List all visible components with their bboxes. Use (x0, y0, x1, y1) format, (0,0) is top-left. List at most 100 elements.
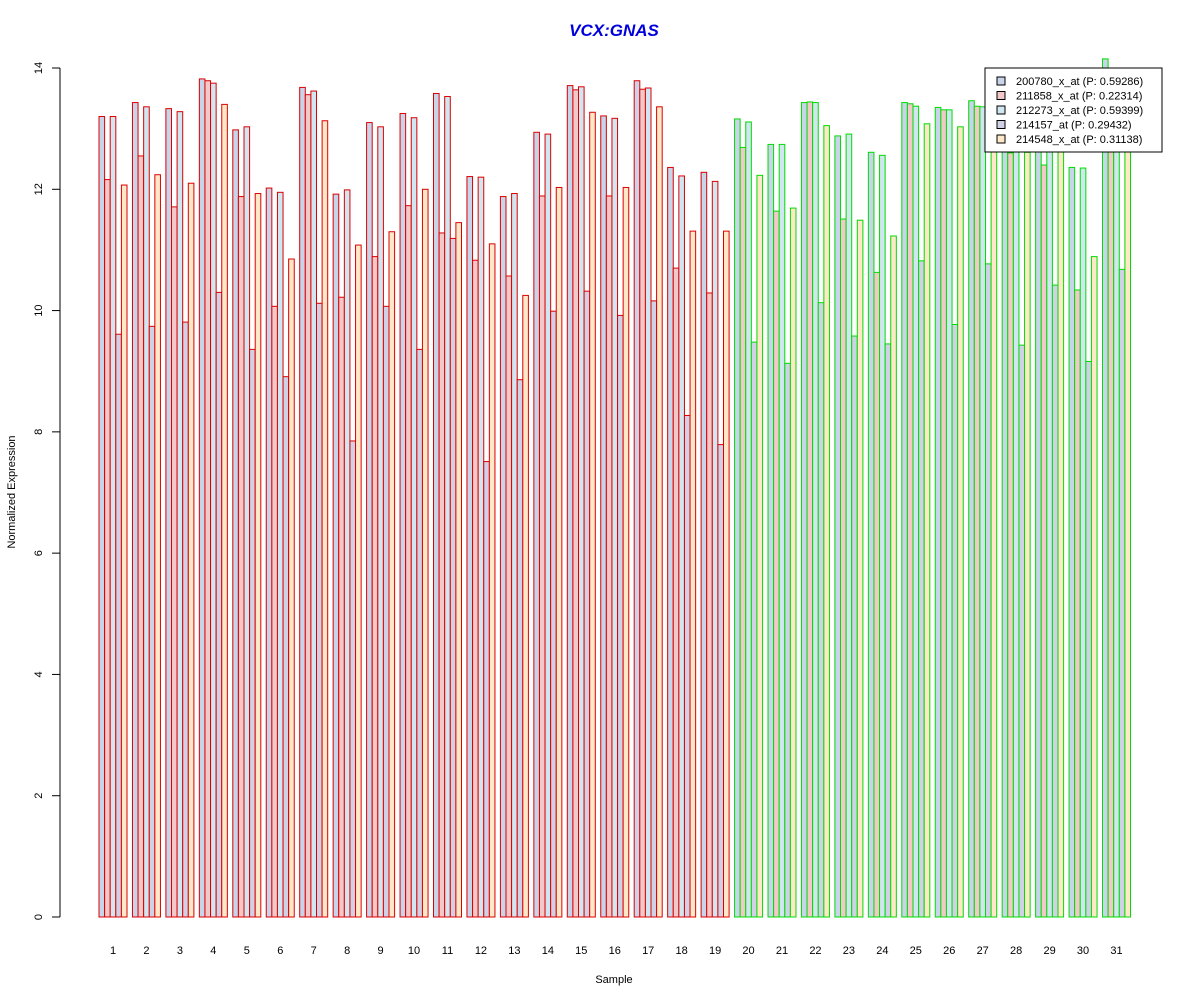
bar-sample-27-series-5 (990, 137, 998, 918)
x-tick-label: 17 (642, 945, 654, 957)
bar-sample-4-series-1 (198, 78, 206, 918)
bar-sample-24-series-3 (879, 154, 886, 918)
bar-sample-8-series-1 (332, 193, 340, 918)
legend-swatch (996, 120, 1006, 129)
x-tick-label: 28 (1010, 945, 1022, 957)
bar-sample-31-series-5 (1124, 151, 1132, 918)
bar-sample-30-series-2 (1074, 289, 1081, 918)
bar-sample-11-series-3 (444, 96, 451, 918)
legend-entry: 212273_x_at (P: 0.59399) (1016, 105, 1143, 117)
bar-sample-30-series-4 (1085, 361, 1092, 918)
bar-sample-18-series-5 (689, 230, 697, 918)
bar-sample-5-series-3 (243, 126, 251, 918)
bar-sample-6-series-3 (276, 191, 284, 918)
bar-sample-17-series-5 (656, 106, 663, 918)
bar-sample-7-series-2 (304, 94, 312, 918)
bar-sample-28-series-3 (1012, 135, 1020, 918)
bar-sample-28-series-5 (1024, 151, 1031, 918)
bar-sample-30-series-5 (1090, 256, 1098, 918)
bar-sample-14-series-5 (555, 186, 563, 918)
bar-sample-20-series-3 (745, 121, 752, 918)
bar-sample-4-series-4 (215, 291, 223, 918)
legend-swatch (996, 76, 1006, 86)
x-tick-label: 3 (177, 945, 183, 957)
bar-sample-17-series-2 (639, 88, 646, 918)
bar-sample-10-series-3 (410, 117, 418, 918)
bar-sample-13-series-4 (516, 379, 524, 918)
bar-sample-31-series-4 (1118, 268, 1126, 918)
bar-sample-19-series-3 (711, 180, 719, 918)
bar-sample-29-series-1 (1035, 134, 1042, 918)
x-tick-label: 8 (344, 945, 350, 957)
bar-sample-9-series-2 (371, 256, 379, 918)
bar-sample-3-series-2 (171, 206, 178, 918)
bar-sample-26-series-1 (934, 106, 942, 918)
y-axis: 0 2 4 6 8 10 12 14 (33, 62, 61, 920)
bar-sample-26-series-2 (940, 109, 947, 918)
bar-sample-19-series-5 (723, 230, 730, 918)
bar-sample-29-series-2 (1040, 164, 1048, 918)
bar-sample-18-series-4 (683, 414, 691, 918)
bar-sample-4-series-2 (204, 80, 212, 918)
legend: 200780_x_at (P: 0.59286) 211858_x_at (P: … (984, 67, 1163, 153)
bar-sample-25-series-2 (906, 103, 914, 918)
bar-sample-10-series-1 (399, 112, 407, 918)
bar-sample-31-series-1 (1102, 58, 1109, 918)
bar-sample-19-series-1 (700, 171, 708, 918)
bar-sample-10-series-5 (421, 188, 429, 918)
bar-sample-12-series-3 (477, 176, 485, 918)
legend-entry: 214548_x_at (P: 0.31138) (1016, 134, 1142, 146)
bar-sample-27-series-1 (968, 100, 975, 918)
bar-sample-2-series-5 (154, 174, 161, 918)
bar-sample-22-series-3 (812, 102, 819, 918)
bar-sample-23-series-2 (840, 218, 847, 918)
y-tick-label: 2 (33, 793, 45, 799)
x-tick-label: 14 (542, 945, 554, 957)
bar-sample-23-series-3 (845, 133, 853, 918)
bar-sample-5-series-1 (232, 129, 239, 918)
bar-sample-21-series-2 (773, 210, 780, 918)
x-tick-label: 13 (508, 945, 520, 957)
y-tick-label: 12 (33, 183, 45, 195)
bar-sample-11-series-5 (455, 222, 462, 918)
bar-sample-3-series-4 (182, 321, 189, 918)
y-tick-label: 10 (33, 304, 45, 316)
bar-sample-12-series-4 (483, 461, 490, 918)
bar-sample-30-series-1 (1068, 166, 1076, 918)
bar-sample-3-series-1 (165, 108, 172, 918)
y-tick-label: 14 (33, 62, 45, 74)
x-tick-label: 22 (809, 945, 821, 957)
bar-sample-22-series-4 (817, 302, 825, 918)
bar-sample-9-series-3 (377, 126, 384, 918)
x-tick-label: 4 (210, 945, 216, 957)
bar-sample-21-series-5 (789, 207, 797, 918)
bar-sample-2-series-3 (143, 106, 150, 918)
bar-sample-7-series-1 (299, 86, 306, 918)
bar-sample-13-series-3 (511, 193, 518, 918)
x-tick-label: 11 (442, 945, 453, 957)
bar-sample-11-series-4 (449, 237, 457, 918)
x-tick-label: 23 (843, 945, 855, 957)
legend-swatch (996, 134, 1006, 144)
bar-sample-18-series-3 (678, 175, 685, 918)
bar-sample-9-series-4 (382, 305, 390, 918)
bar-sample-20-series-1 (734, 118, 741, 918)
bar-sample-20-series-2 (739, 146, 747, 918)
x-tick-label: 27 (977, 945, 989, 957)
bar-sample-26-series-4 (951, 324, 959, 918)
bar-sample-25-series-1 (901, 102, 908, 918)
x-tick-label: 29 (1043, 945, 1055, 957)
bar-sample-5-series-2 (237, 196, 245, 918)
chart-title: VCX:GNAS (569, 21, 659, 40)
y-tick-label: 8 (33, 429, 45, 435)
legend-entry: 211858_x_at (P: 0.22314) (1016, 91, 1142, 103)
x-tick-label: 16 (609, 945, 621, 957)
x-axis-label: Sample (595, 974, 632, 986)
x-tick-label: 31 (1110, 945, 1122, 957)
bar-sample-13-series-1 (499, 196, 507, 918)
bar-sample-31-series-3 (1113, 100, 1120, 918)
bar-sample-21-series-1 (767, 143, 775, 918)
bar-sample-1-series-1 (98, 116, 106, 918)
x-tick-labels: 1 2 3 4 5 6 7 8 9 10 11 12 13 14 15 16 17 18 19 20 21 22 23 24 2… (110, 945, 1123, 957)
